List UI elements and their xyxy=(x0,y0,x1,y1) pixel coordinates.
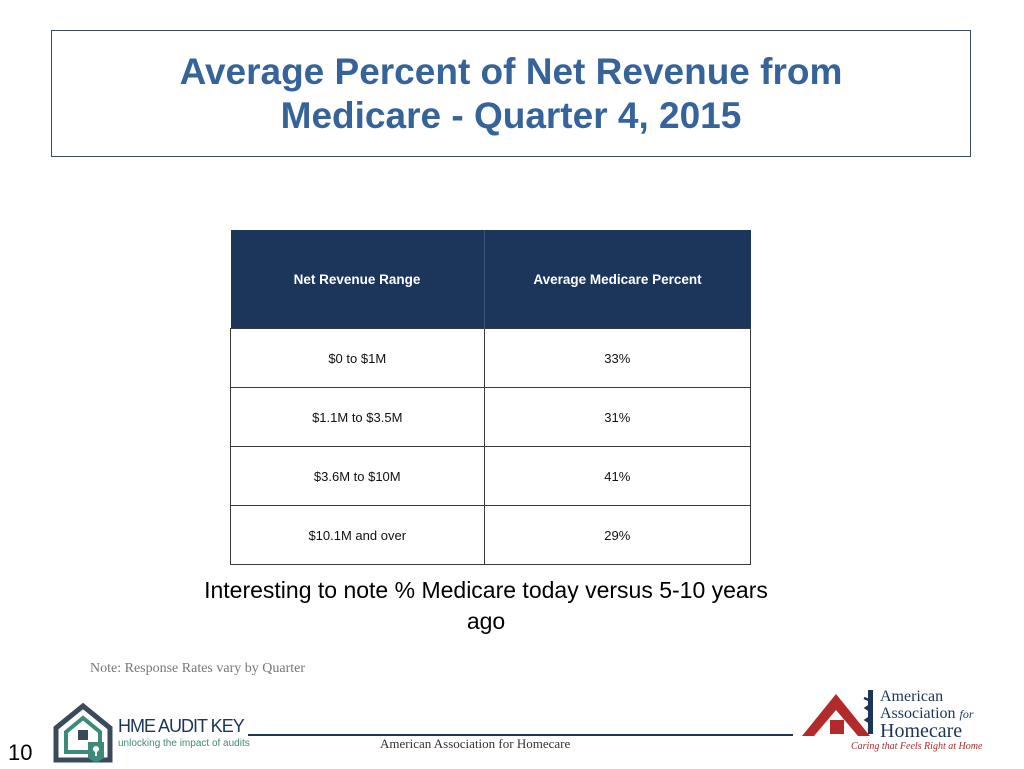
aah-logo-text: American Association for Homecare xyxy=(880,688,974,742)
aah-logo-line2: Association xyxy=(880,705,956,722)
table-row: $10.1M and over 29% xyxy=(230,505,751,565)
aah-tagline: Caring that Feels Right at Home xyxy=(851,741,983,752)
revenue-range-cell: $10.1M and over xyxy=(230,505,485,565)
medicare-percent-cell: 31% xyxy=(483,387,751,447)
slide-title: Average Percent of Net Revenue from Medi… xyxy=(179,50,843,136)
medicare-percent-cell: 29% xyxy=(483,505,751,565)
aah-logo-line3: Homecare xyxy=(880,720,963,742)
revenue-table: Net Revenue Range Average Medicare Perce… xyxy=(230,230,751,565)
aah-house-logo-icon xyxy=(800,688,880,745)
hme-audit-key-logo-icon xyxy=(52,702,114,769)
table-row: $1.1M to $3.5M 31% xyxy=(230,387,751,447)
main-note: Interesting to note % Medicare today ver… xyxy=(204,577,768,634)
revenue-range-cell: $0 to $1M xyxy=(230,328,485,388)
table-header-row: Net Revenue Range Average Medicare Perce… xyxy=(230,230,751,329)
revenue-range-cell: $3.6M to $10M xyxy=(230,446,485,506)
footer-org-name: American Association for Homecare xyxy=(380,736,571,751)
response-rate-note: Note: Response Rates vary by Quarter xyxy=(90,661,305,676)
column-header-revenue-range: Net Revenue Range xyxy=(230,230,485,329)
table-row: $3.6M to $10M 41% xyxy=(230,446,751,506)
revenue-range-cell: $1.1M to $3.5M xyxy=(230,387,485,447)
aah-logo-line1: American xyxy=(880,688,944,705)
page-number: 10 xyxy=(8,740,33,765)
hme-logo-tagline: unlocking the impact of audits xyxy=(118,738,250,749)
footer-divider xyxy=(248,734,793,736)
aah-logo-for: for xyxy=(959,707,974,721)
hme-logo-name: HME AUDIT KEY xyxy=(118,716,245,736)
medicare-percent-cell: 33% xyxy=(483,328,751,388)
column-header-medicare-percent: Average Medicare Percent xyxy=(484,230,751,329)
medicare-percent-cell: 41% xyxy=(483,446,751,506)
title-box: Average Percent of Net Revenue from Medi… xyxy=(51,30,971,157)
table-row: $0 to $1M 33% xyxy=(230,328,751,388)
